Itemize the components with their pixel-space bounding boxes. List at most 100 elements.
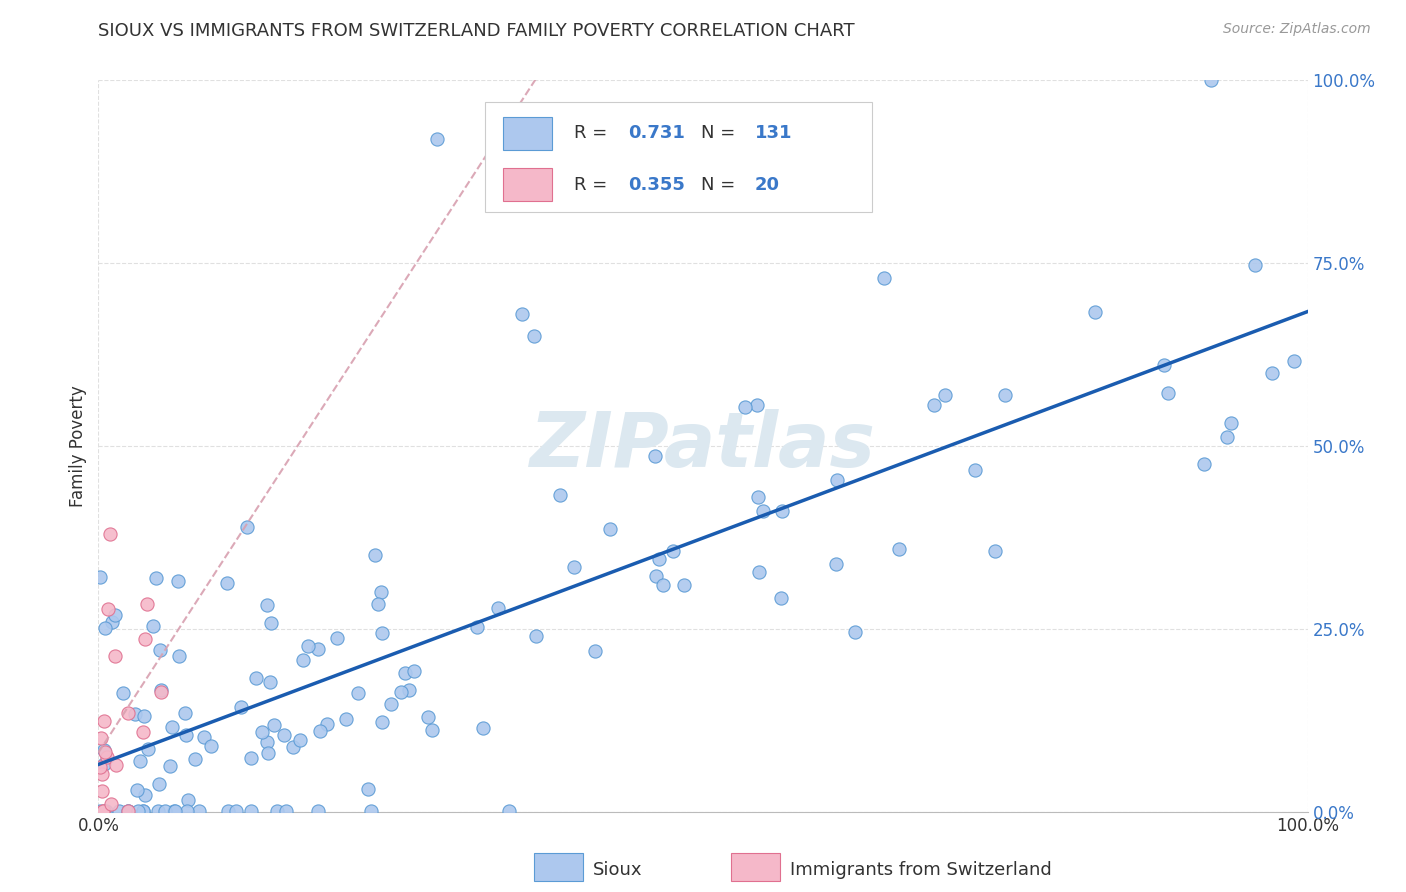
Text: N =: N =	[700, 124, 741, 143]
Point	[89, 804, 111, 818]
Point	[276, 804, 298, 818]
Point	[1243, 258, 1265, 272]
Point	[105, 758, 128, 772]
Point	[131, 804, 153, 818]
Point	[644, 569, 666, 583]
Point	[1216, 430, 1239, 444]
Point	[548, 488, 571, 502]
Point	[260, 616, 283, 631]
Point	[751, 504, 773, 518]
Point	[217, 804, 239, 818]
Point	[259, 675, 281, 690]
Point	[1282, 354, 1305, 368]
Point	[825, 473, 848, 487]
Point	[193, 730, 215, 744]
Point	[89, 760, 111, 774]
Y-axis label: Family Poverty: Family Poverty	[69, 385, 87, 507]
Point	[326, 632, 349, 646]
Point	[889, 541, 911, 556]
Point	[652, 578, 675, 592]
Point	[100, 797, 122, 812]
Point	[117, 706, 139, 720]
Point	[380, 697, 402, 711]
Point	[599, 522, 621, 536]
Point	[984, 544, 1007, 558]
Point	[135, 597, 157, 611]
Point	[734, 400, 756, 414]
Point	[150, 682, 173, 697]
Point	[90, 731, 112, 745]
Text: Sioux: Sioux	[593, 861, 643, 879]
Point	[307, 804, 329, 818]
Point	[402, 665, 425, 679]
Point	[307, 642, 329, 657]
Point	[498, 804, 520, 818]
Point	[389, 684, 412, 698]
FancyBboxPatch shape	[485, 103, 872, 212]
Point	[134, 632, 156, 647]
Point	[747, 398, 769, 412]
Point	[922, 398, 945, 412]
Point	[132, 804, 155, 818]
Point	[149, 643, 172, 657]
Text: SIOUX VS IMMIGRANTS FROM SWITZERLAND FAMILY POVERTY CORRELATION CHART: SIOUX VS IMMIGRANTS FROM SWITZERLAND FAM…	[98, 22, 855, 40]
Point	[128, 754, 150, 768]
Point	[748, 566, 770, 580]
Point	[117, 804, 139, 818]
Point	[965, 463, 987, 477]
Point	[174, 728, 197, 742]
Point	[394, 666, 416, 681]
Text: 0.731: 0.731	[628, 124, 685, 143]
Point	[117, 804, 139, 818]
Point	[288, 733, 311, 747]
Point	[91, 804, 114, 818]
Point	[148, 777, 170, 791]
Point	[363, 548, 385, 562]
Point	[163, 804, 186, 818]
Point	[673, 578, 696, 592]
Text: ZIPatlas: ZIPatlas	[530, 409, 876, 483]
Point	[335, 712, 357, 726]
Point	[371, 625, 394, 640]
Point	[486, 600, 509, 615]
Point	[747, 490, 769, 504]
Point	[160, 720, 183, 734]
Text: R =: R =	[574, 124, 613, 143]
Point	[1199, 73, 1222, 87]
Point	[1153, 358, 1175, 372]
Point	[176, 804, 198, 818]
Point	[283, 739, 305, 754]
Point	[174, 706, 197, 720]
Text: Source: ZipAtlas.com: Source: ZipAtlas.com	[1223, 22, 1371, 37]
Point	[371, 714, 394, 729]
Point	[101, 615, 124, 629]
Point	[256, 599, 278, 613]
Point	[90, 767, 112, 781]
Point	[134, 789, 156, 803]
Point	[127, 804, 149, 818]
Point	[356, 782, 378, 797]
Point	[291, 653, 314, 667]
Point	[471, 722, 494, 736]
Point	[1260, 367, 1282, 381]
Point	[146, 804, 169, 818]
Point	[245, 671, 267, 685]
Point	[145, 571, 167, 585]
Point	[167, 649, 190, 664]
Point	[360, 804, 382, 818]
Point	[873, 270, 896, 285]
Text: 20: 20	[755, 176, 780, 194]
Text: 131: 131	[755, 124, 793, 143]
Point	[117, 804, 139, 818]
Point	[316, 717, 339, 731]
Point	[1156, 386, 1178, 401]
Point	[235, 520, 257, 534]
Point	[297, 639, 319, 653]
Point	[93, 804, 115, 818]
Point	[215, 576, 238, 591]
Point	[309, 724, 332, 739]
Point	[93, 804, 115, 818]
Point	[662, 544, 685, 558]
Point	[256, 735, 278, 749]
Text: R =: R =	[574, 176, 613, 194]
